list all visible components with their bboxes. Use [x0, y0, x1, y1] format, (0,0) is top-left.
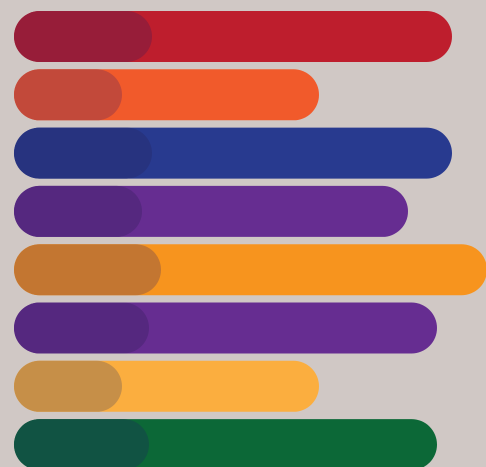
bar-1-inner-segment [14, 11, 152, 62]
bar-7 [14, 360, 319, 412]
bar-4 [14, 185, 408, 237]
bar-2 [14, 69, 319, 121]
bar-2-inner-segment [14, 69, 122, 121]
bar-1 [14, 11, 452, 62]
bar-4-inner-segment [14, 185, 142, 237]
bar-3 [14, 127, 452, 179]
bar-5-inner-segment [14, 244, 161, 296]
bar-6-inner-segment [14, 302, 149, 354]
bar-7-inner-segment [14, 360, 122, 412]
bar-3-inner-segment [14, 127, 152, 179]
bar-8 [14, 419, 437, 467]
bar-5 [14, 244, 486, 296]
bar-6 [14, 302, 437, 354]
bar-8-inner-segment [14, 419, 149, 467]
